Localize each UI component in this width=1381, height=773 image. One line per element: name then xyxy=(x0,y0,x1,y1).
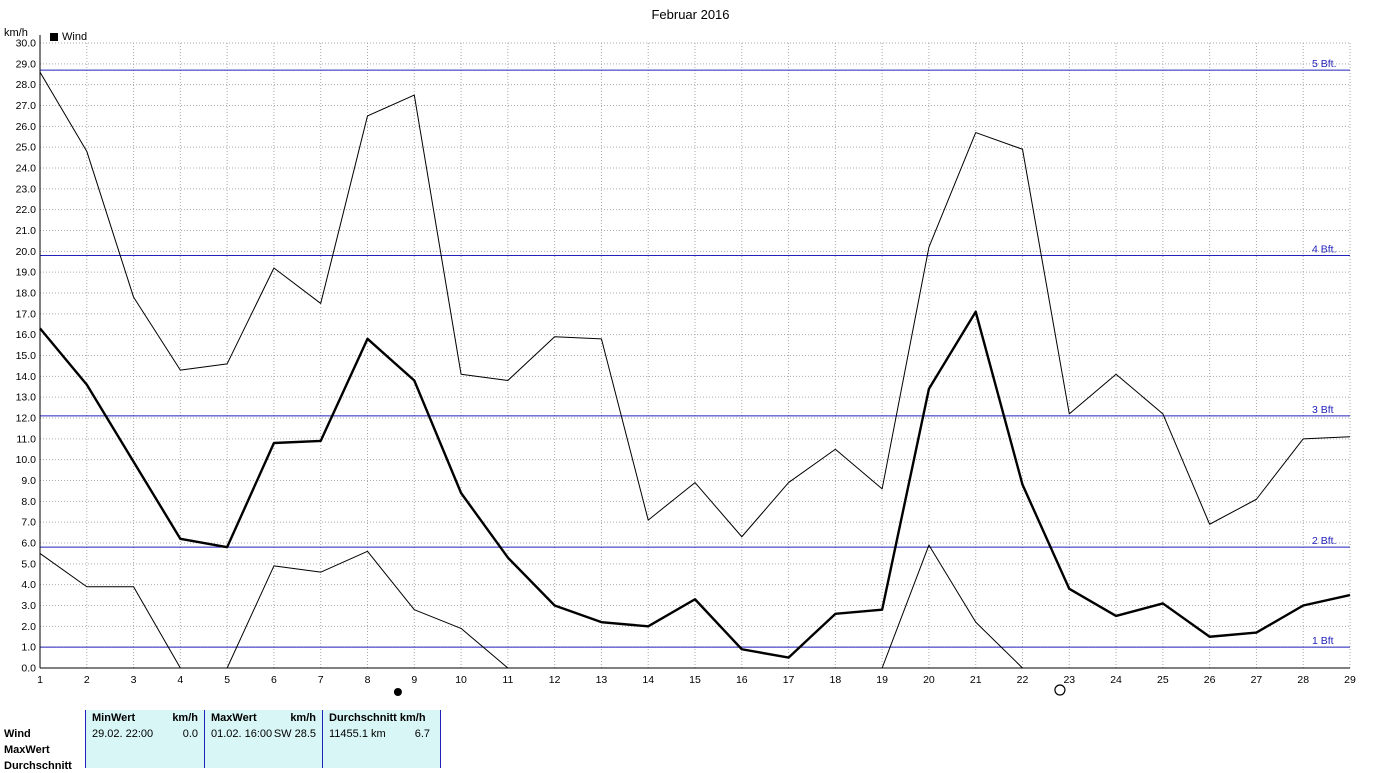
y-tick-label: 17.0 xyxy=(16,308,37,320)
y-tick-label: 29.0 xyxy=(16,58,37,70)
header-maxwert-unit: km/h xyxy=(290,712,316,724)
x-tick-label: 17 xyxy=(783,674,795,686)
x-tick-label: 27 xyxy=(1251,674,1263,686)
y-tick-label: 30.0 xyxy=(16,38,37,50)
beaufort-label: 1 Bft xyxy=(1312,635,1334,647)
table-divider xyxy=(204,710,205,768)
series-wind xyxy=(39,310,1351,659)
x-tick-label: 14 xyxy=(642,674,654,686)
wind-max-date: 01.02. 16:00 xyxy=(211,728,273,740)
y-tick-label: 18.0 xyxy=(16,288,37,300)
wind-line-chart: 0.01.02.03.04.05.06.07.08.09.010.011.012… xyxy=(16,35,1356,696)
x-tick-label: 16 xyxy=(736,674,748,686)
y-tick-label: 6.0 xyxy=(21,538,36,550)
series-minwert xyxy=(39,544,1350,669)
x-tick-label: 4 xyxy=(177,674,183,686)
table-divider xyxy=(440,710,441,768)
header-minwert: MinWert xyxy=(92,712,136,724)
wind-min-date: 29.02. 22:00 xyxy=(92,728,154,740)
x-tick-label: 21 xyxy=(970,674,982,686)
table-divider xyxy=(322,710,323,768)
y-tick-label: 26.0 xyxy=(16,121,37,133)
y-tick-label: 21.0 xyxy=(16,225,37,237)
y-tick-label: 8.0 xyxy=(21,496,36,508)
x-tick-label: 23 xyxy=(1063,674,1075,686)
x-tick-label: 6 xyxy=(271,674,277,686)
y-tick-label: 22.0 xyxy=(16,204,37,216)
x-tick-label: 26 xyxy=(1204,674,1216,686)
x-tick-label: 13 xyxy=(596,674,608,686)
header-minwert-unit: km/h xyxy=(172,712,198,724)
x-tick-label: 12 xyxy=(549,674,561,686)
wind-min-value: 0.0 xyxy=(182,728,198,740)
x-tick-label: 7 xyxy=(318,674,324,686)
y-tick-label: 23.0 xyxy=(16,183,37,195)
y-tick-label: 7.0 xyxy=(21,517,36,529)
y-tick-label: 13.0 xyxy=(16,392,37,404)
y-tick-label: 20.0 xyxy=(16,246,37,258)
header-maxwert: MaxWert xyxy=(211,712,257,724)
x-tick-label: 8 xyxy=(365,674,371,686)
row-label-wind: Wind xyxy=(4,728,31,740)
wind-avg-distance: 11455.1 km xyxy=(329,728,386,740)
y-tick-label: 3.0 xyxy=(21,600,36,612)
y-tick-label: 24.0 xyxy=(16,163,37,175)
y-tick-label: 16.0 xyxy=(16,329,37,341)
x-tick-label: 10 xyxy=(455,674,467,686)
x-tick-label: 1 xyxy=(37,674,43,686)
full-moon-marker-icon xyxy=(1054,684,1066,696)
beaufort-label: 4 Bft. xyxy=(1312,244,1337,256)
wind-series-swatch-icon xyxy=(50,33,58,41)
x-tick-label: 29 xyxy=(1344,674,1356,686)
x-tick-label: 15 xyxy=(689,674,701,686)
x-tick-label: 9 xyxy=(411,674,417,686)
y-tick-label: 10.0 xyxy=(16,454,37,466)
new-moon-marker-icon xyxy=(393,688,402,696)
x-tick-label: 28 xyxy=(1297,674,1309,686)
x-tick-label: 20 xyxy=(923,674,935,686)
y-tick-label: 12.0 xyxy=(16,413,37,425)
y-tick-label: 27.0 xyxy=(16,100,37,112)
wind-avg-value: 6.7 xyxy=(414,728,430,740)
y-tick-label: 5.0 xyxy=(21,558,36,570)
y-tick-label: 14.0 xyxy=(16,371,37,383)
x-tick-label: 2 xyxy=(84,674,90,686)
y-tick-label: 4.0 xyxy=(21,579,36,591)
header-durchschnitt: Durchschnitt km/h xyxy=(329,712,426,724)
y-tick-label: 0.0 xyxy=(21,663,36,675)
y-tick-label: 25.0 xyxy=(16,142,37,154)
x-tick-label: 24 xyxy=(1110,674,1122,686)
beaufort-label: 5 Bft. xyxy=(1312,58,1337,70)
beaufort-label: 3 Bft xyxy=(1312,404,1334,416)
x-tick-label: 11 xyxy=(502,674,513,686)
y-tick-label: 28.0 xyxy=(16,79,37,91)
x-tick-label: 19 xyxy=(876,674,888,686)
x-tick-label: 3 xyxy=(131,674,137,686)
summary-table-background xyxy=(85,710,440,768)
x-tick-label: 5 xyxy=(224,674,230,686)
wind-legend-label: Wind xyxy=(62,31,88,43)
x-tick-label: 22 xyxy=(1017,674,1029,686)
wind-max-value: SW 28.5 xyxy=(273,728,316,740)
row-label-maxwert: MaxWert xyxy=(4,744,50,756)
y-axis-unit-label: km/h xyxy=(4,27,28,39)
y-tick-label: 9.0 xyxy=(21,475,36,487)
y-tick-label: 1.0 xyxy=(21,642,36,654)
y-tick-label: 11.0 xyxy=(16,433,36,445)
table-divider xyxy=(85,710,86,768)
legend: Wind xyxy=(50,31,87,43)
y-tick-label: 15.0 xyxy=(16,350,37,362)
y-tick-label: 2.0 xyxy=(21,621,36,633)
row-label-durchschnitt: Durchschnitt xyxy=(4,760,72,772)
x-tick-label: 25 xyxy=(1157,674,1169,686)
y-tick-label: 19.0 xyxy=(16,267,37,279)
beaufort-label: 2 Bft. xyxy=(1312,535,1337,547)
chart-title: Februar 2016 xyxy=(651,7,730,22)
x-tick-label: 18 xyxy=(830,674,842,686)
series-maxwert xyxy=(39,71,1351,538)
